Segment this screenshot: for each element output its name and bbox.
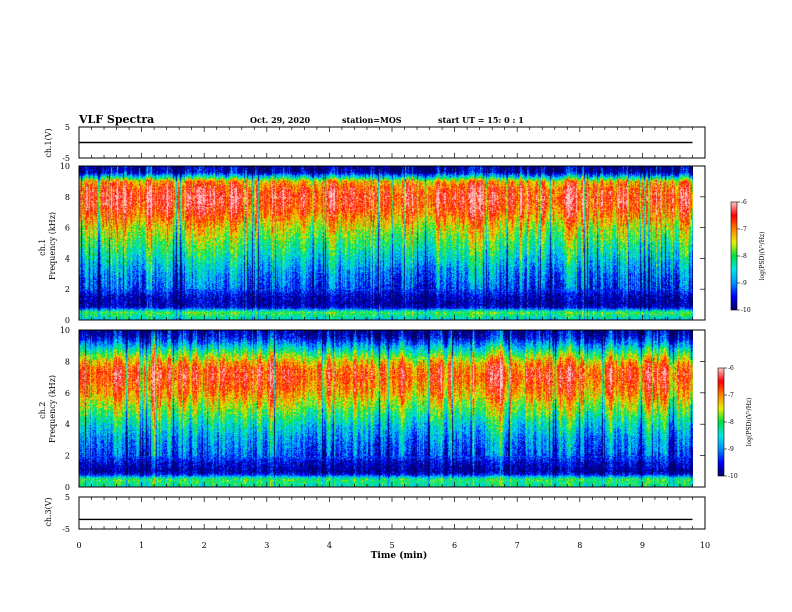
x-tick-label: 4 (327, 541, 332, 550)
y-tick-label: 0 (65, 483, 70, 492)
ch2-spectrogram-frame (78, 329, 706, 488)
ch2-spectrogram-ylabel-line1: ch.2 (38, 402, 47, 419)
ch3-ytick-top: 5 (65, 493, 70, 502)
x-axis-tick-labels: 0 1 2 3 4 5 6 7 8 9 10 (76, 541, 710, 550)
x-tick-label: 9 (640, 541, 645, 550)
y-tick-label: 2 (65, 285, 70, 294)
date-label: Oct. 29, 2020 (250, 115, 311, 125)
colorbar-tick-label: -10 (728, 473, 738, 480)
ch2-spectrogram-ylabel: ch.2 Frequency (kHz) (38, 375, 57, 443)
ch1-waveform-ylabel: ch.1(V) (44, 128, 53, 157)
colorbar-tick-label: -8 (741, 253, 747, 260)
y-tick-label: 8 (65, 357, 70, 366)
ch1-spectrogram-panel: ch.1 Frequency (kHz) 0 2 4 6 8 10 (38, 162, 706, 325)
colorbar-tick-label: -10 (741, 307, 751, 314)
ch1-spectrogram-image (79, 166, 693, 320)
x-tick-label: 1 (139, 541, 144, 550)
x-tick-label: 8 (577, 541, 582, 550)
y-tick-label: 2 (65, 452, 70, 461)
y-tick-label: 0 (65, 316, 70, 325)
figure-title: VLF Spectra (78, 113, 154, 126)
y-tick-label: 8 (65, 193, 70, 202)
y-tick-label: 6 (65, 389, 70, 398)
ch2-colorbar: -6 -7 -8 -9 -10 log(PSD)(V²/Hz) (717, 365, 753, 480)
ch1-colorbar: -6 -7 -8 -9 -10 log(PSD)(V²/Hz) (730, 199, 766, 314)
ch3-ytick-bottom: -5 (62, 525, 70, 534)
colorbar-tick-label: -7 (728, 392, 734, 399)
x-axis-label: Time (min) (371, 550, 428, 561)
ch1-spectrogram-ylabel: ch.1 Frequency (kHz) (38, 212, 57, 280)
x-tick-label: 10 (700, 541, 710, 550)
colorbar-tick-label: -6 (728, 365, 734, 372)
ch2-spectrogram-image (79, 330, 693, 487)
ch1-spectrogram-frame (78, 165, 706, 321)
ch2-colorbar-label: log(PSD)(V²/Hz) (746, 398, 753, 447)
ch1-spectrogram-ylabel-line1: ch.1 (38, 239, 47, 256)
x-tick-label: 2 (202, 541, 207, 550)
ch1-ytick-top: 5 (65, 123, 70, 132)
ch2-spectrogram-ylabel-line2: Frequency (kHz) (48, 375, 57, 443)
ch2-spectrogram-panel: ch.2 Frequency (kHz) 0 2 4 6 8 10 (38, 326, 706, 492)
colorbar-tick-label: -8 (728, 419, 734, 426)
ch1-ytick-bottom: -5 (62, 154, 70, 163)
y-tick-label: 10 (60, 326, 70, 335)
ch1-spectrogram-ylabel-line2: Frequency (kHz) (48, 212, 57, 280)
ch1-colorbar-gradient (730, 201, 738, 311)
colorbar-tick-label: -7 (741, 226, 747, 233)
ch3-waveform-panel: ch.3(V) 5 -5 (44, 493, 706, 534)
ch1-waveform-frame (78, 126, 706, 159)
ch3-waveform-ylabel: ch.3(V) (44, 497, 53, 526)
x-tick-label: 6 (452, 541, 457, 550)
y-tick-label: 4 (65, 254, 70, 263)
x-tick-label: 0 (76, 541, 81, 550)
colorbar-tick-label: -9 (728, 446, 734, 453)
y-tick-label: 6 (65, 224, 70, 233)
colorbar-tick-label: -6 (741, 199, 747, 206)
station-label: station=MOS (342, 115, 402, 125)
x-tick-label: 7 (515, 541, 520, 550)
y-tick-label: 10 (60, 162, 70, 171)
x-tick-label: 3 (264, 541, 269, 550)
colorbar-tick-label: -9 (741, 280, 747, 287)
ch3-waveform-frame (78, 496, 706, 530)
start-time-label: start UT = 15: 0 : 1 (438, 115, 524, 125)
y-tick-label: 4 (65, 420, 70, 429)
ch1-waveform-panel: ch.1(V) 5 -5 (44, 123, 706, 163)
ch2-colorbar-gradient (717, 367, 725, 477)
x-tick-label: 5 (389, 541, 394, 550)
ch1-colorbar-label: log(PSD)(V²/Hz) (759, 232, 766, 281)
